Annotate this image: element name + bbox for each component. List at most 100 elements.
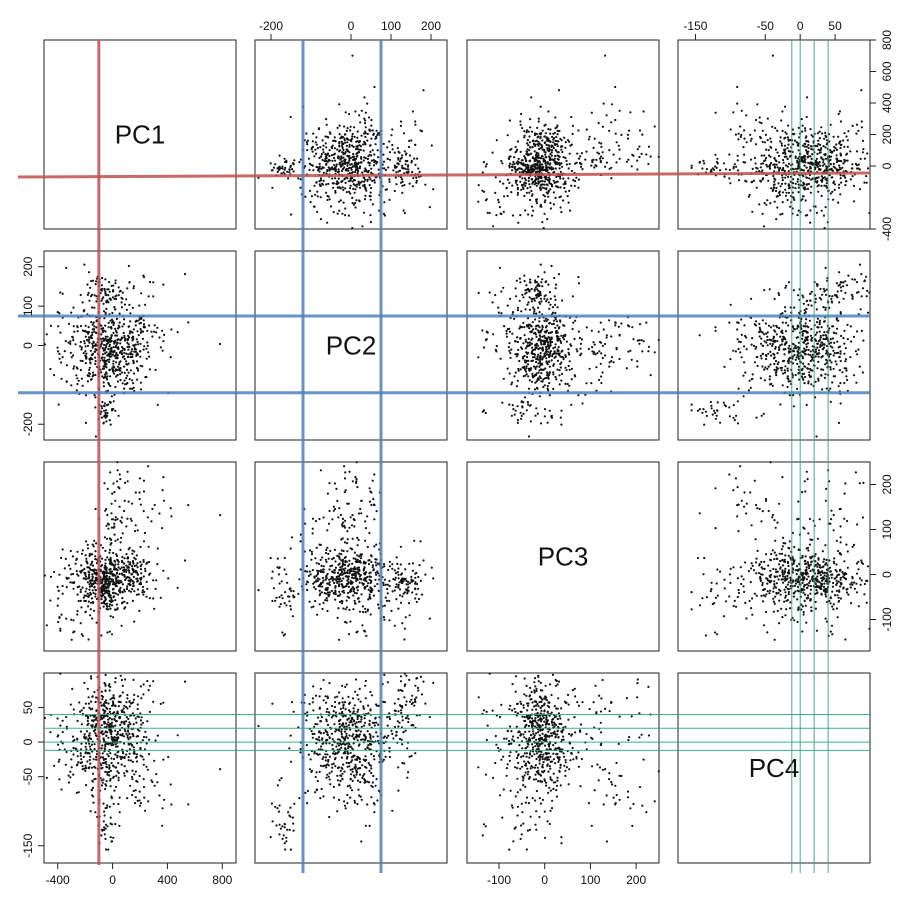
- data-point: [131, 387, 134, 390]
- data-point: [525, 150, 528, 153]
- data-point: [807, 326, 810, 329]
- data-point: [698, 161, 701, 164]
- data-point: [94, 435, 97, 438]
- data-point: [484, 165, 487, 168]
- data-point: [108, 281, 111, 284]
- data-point: [736, 338, 739, 341]
- data-point: [782, 372, 785, 375]
- data-point: [391, 148, 394, 151]
- data-point: [335, 163, 338, 166]
- data-point: [557, 273, 561, 276]
- data-point: [743, 137, 746, 140]
- data-point: [110, 346, 113, 349]
- data-point: [70, 618, 73, 621]
- data-point: [289, 164, 292, 167]
- data-point: [117, 414, 120, 417]
- data-point: [109, 594, 112, 597]
- data-point: [845, 375, 848, 378]
- data-point: [88, 341, 91, 344]
- data-point: [722, 401, 726, 404]
- data-point: [784, 286, 787, 289]
- data-point: [776, 206, 779, 209]
- data-point: [824, 337, 827, 341]
- data-point: [535, 132, 538, 136]
- data-point: [737, 321, 740, 324]
- data-point: [86, 543, 89, 547]
- data-point: [778, 191, 781, 194]
- data-point: [127, 362, 130, 365]
- data-point: [94, 373, 97, 377]
- data-point: [850, 340, 853, 343]
- data-point: [336, 171, 339, 174]
- data-point: [803, 188, 806, 191]
- data-point: [863, 157, 867, 160]
- data-point: [538, 369, 541, 372]
- data-point: [346, 141, 349, 144]
- data-point: [125, 564, 128, 567]
- data-point: [90, 579, 94, 582]
- data-point: [851, 297, 854, 300]
- data-point: [91, 342, 94, 345]
- data-point: [508, 349, 511, 352]
- data-point: [163, 499, 166, 502]
- data-point: [604, 354, 607, 357]
- data-point: [134, 569, 137, 572]
- data-point: [351, 135, 354, 138]
- data-point: [843, 132, 846, 135]
- data-point: [110, 284, 113, 287]
- data-point: [86, 547, 90, 550]
- data-point: [505, 187, 508, 190]
- data-point: [580, 163, 583, 166]
- data-point: [544, 317, 548, 320]
- data-point: [527, 351, 530, 354]
- data-point: [335, 165, 338, 168]
- data-point: [559, 170, 562, 173]
- data-point: [818, 151, 821, 154]
- data-point: [311, 164, 314, 167]
- data-point: [412, 177, 415, 180]
- data-point: [135, 564, 138, 567]
- data-point: [519, 123, 522, 126]
- data-point: [532, 328, 535, 331]
- data-point: [803, 309, 806, 312]
- data-point: [104, 411, 107, 414]
- data-point: [842, 297, 845, 300]
- data-point: [784, 306, 787, 309]
- data-point: [831, 295, 834, 298]
- data-point: [83, 342, 86, 345]
- data-point: [109, 384, 112, 388]
- data-point: [337, 157, 340, 160]
- data-point: [570, 367, 574, 370]
- data-point: [810, 328, 813, 331]
- data-point: [577, 157, 581, 160]
- data-point: [769, 383, 772, 386]
- data-point: [350, 163, 353, 166]
- data-point: [782, 152, 785, 155]
- data-point: [333, 159, 337, 162]
- data-point: [525, 284, 528, 287]
- data-point: [125, 553, 128, 556]
- data-point: [513, 317, 516, 320]
- data-point: [801, 294, 804, 297]
- data-point: [547, 176, 551, 179]
- data-point: [121, 597, 124, 600]
- data-point: [497, 198, 500, 201]
- data-point: [153, 503, 156, 507]
- data-point: [793, 347, 796, 350]
- data-point: [154, 368, 157, 372]
- data-point: [104, 335, 107, 338]
- data-point: [549, 350, 553, 353]
- data-point: [130, 519, 133, 522]
- data-point: [575, 176, 578, 179]
- data-point: [89, 286, 92, 289]
- data-point: [796, 159, 799, 162]
- data-point: [615, 161, 618, 164]
- data-point: [546, 139, 549, 142]
- data-point: [526, 139, 529, 142]
- data-point: [506, 304, 509, 307]
- data-point: [801, 332, 804, 335]
- data-point: [105, 587, 108, 590]
- data-point: [776, 340, 779, 343]
- data-point: [84, 554, 87, 557]
- data-point: [595, 366, 598, 369]
